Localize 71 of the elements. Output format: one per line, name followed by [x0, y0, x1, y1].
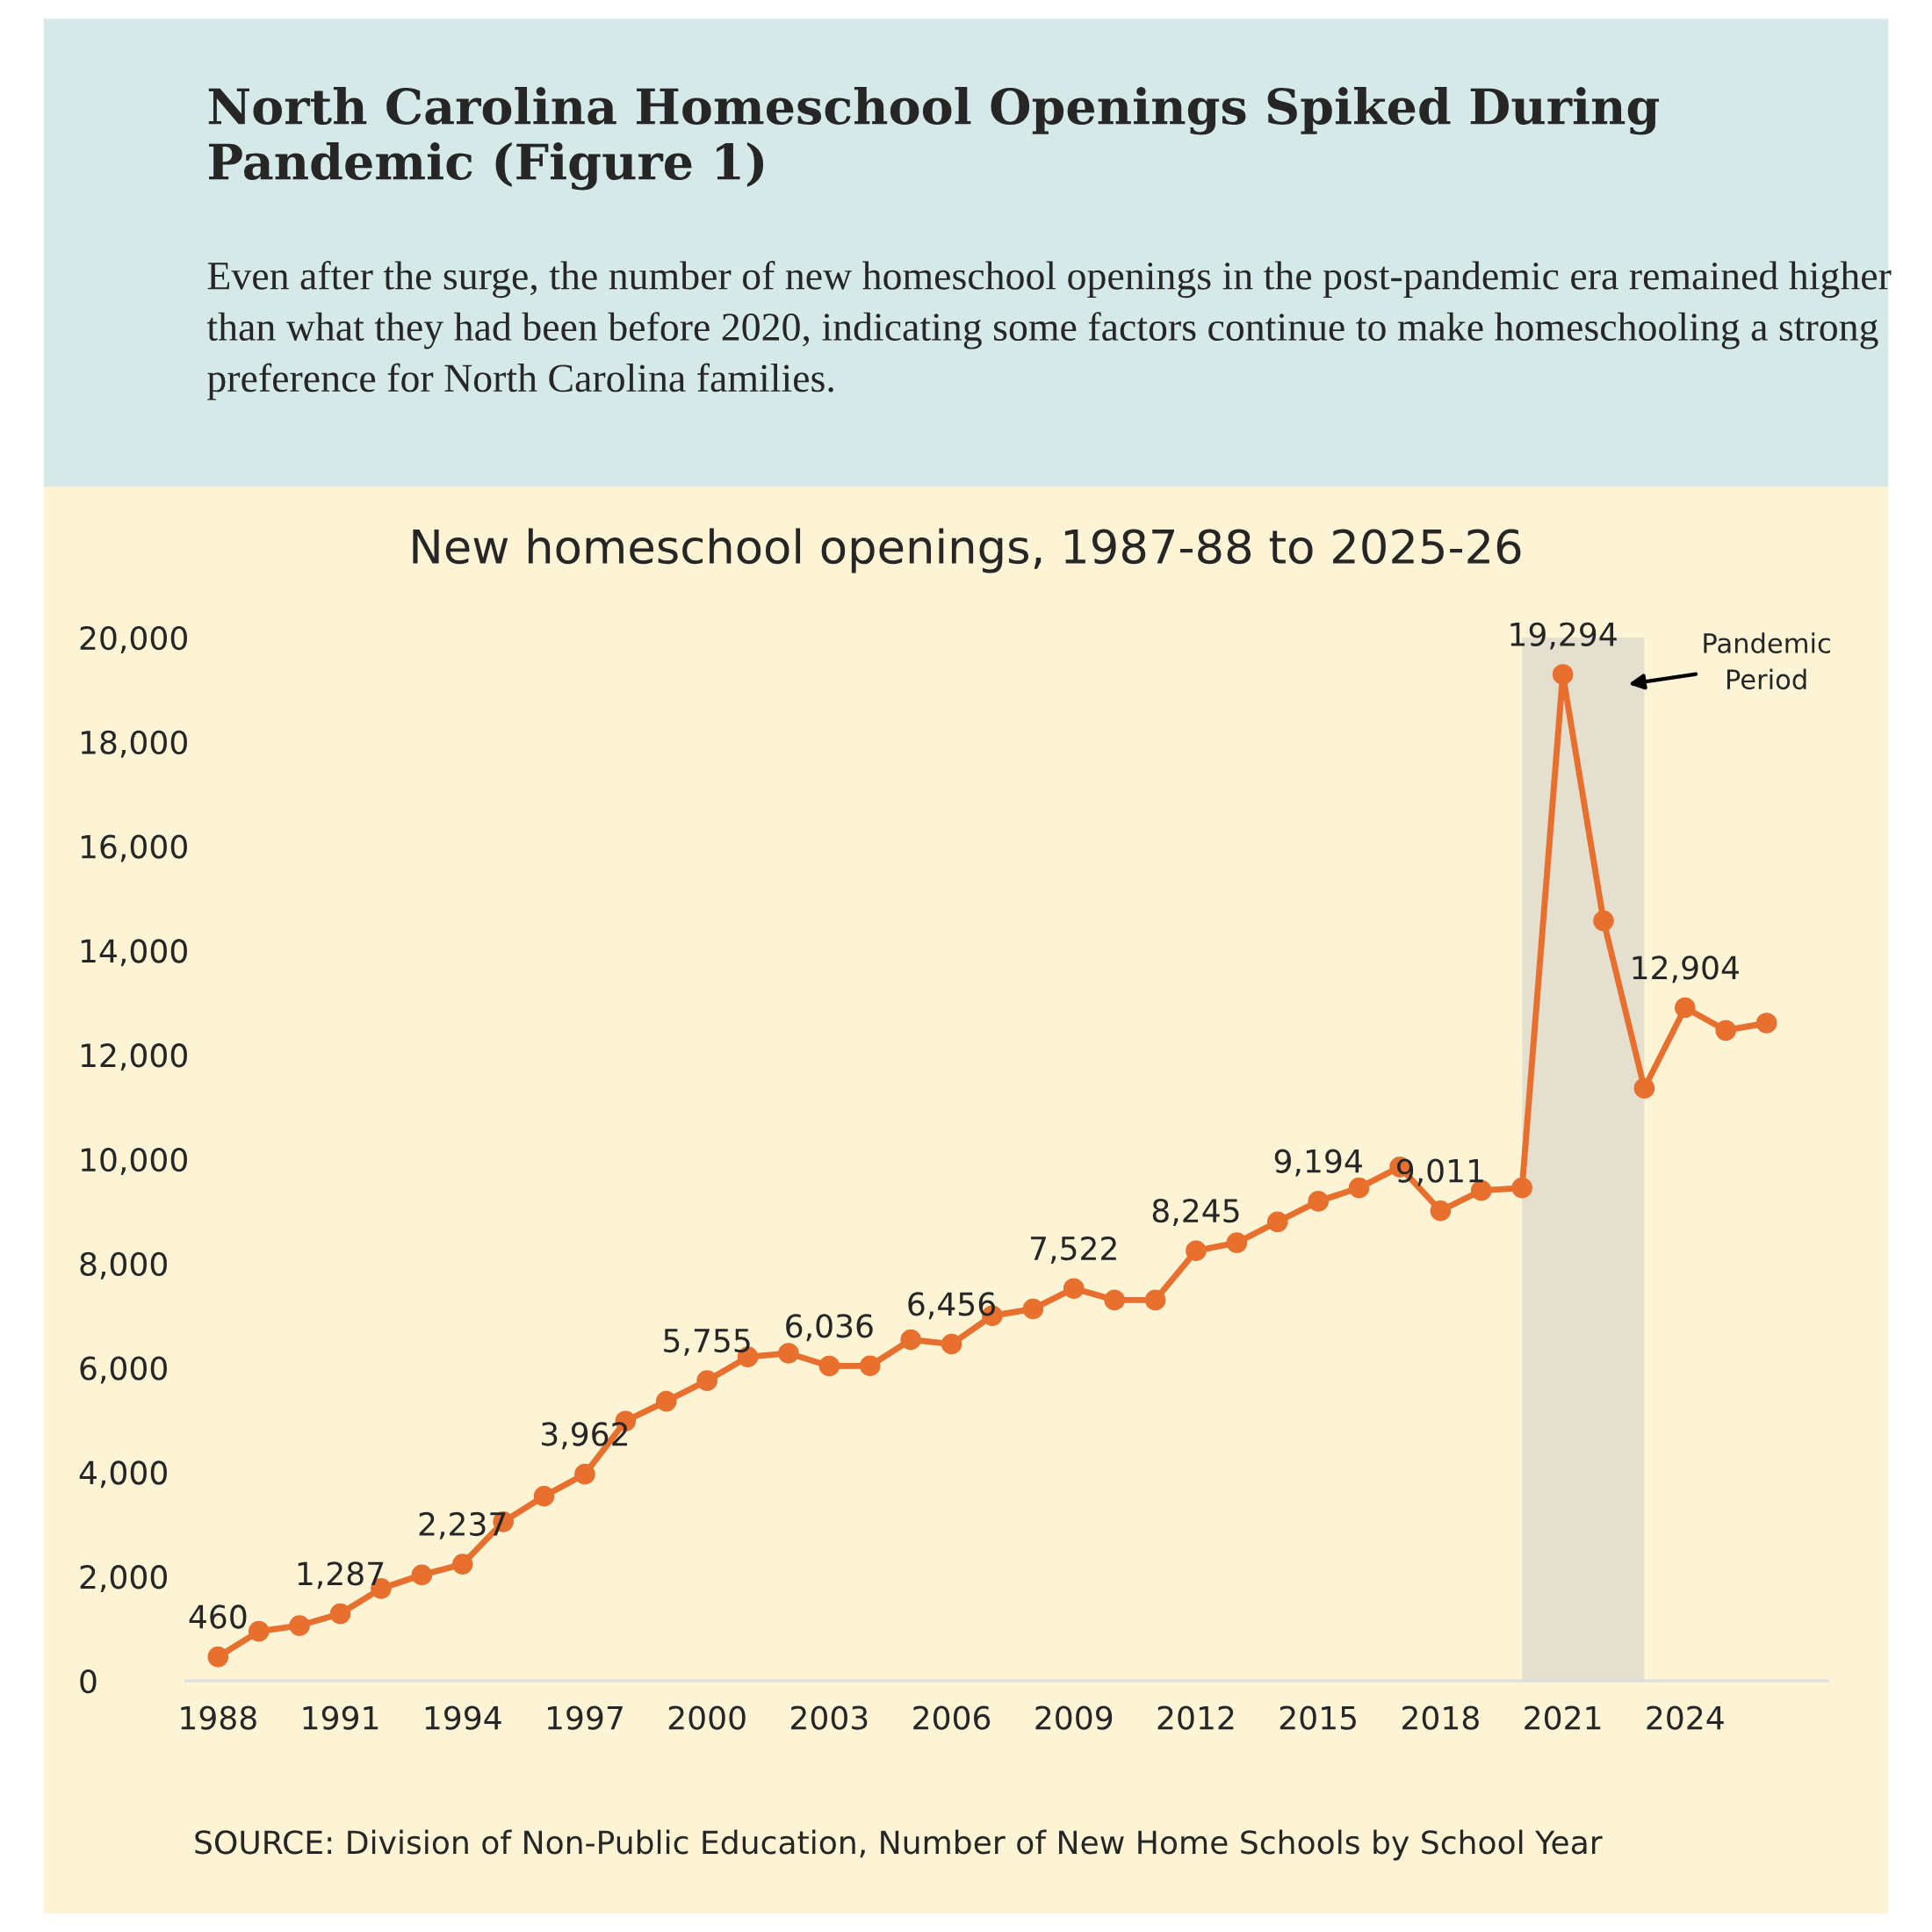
chart-title: North Carolina Homeschool Openings Spiked During Pandemic (Figure 1)	[208, 87, 1660, 191]
x-tick-label: 2024	[1647, 1705, 1724, 1730]
x-tick-label: 2000	[668, 1705, 746, 1730]
x-tick-label: 2015	[1280, 1705, 1356, 1730]
point	[451, 1554, 473, 1575]
point	[574, 1463, 595, 1485]
point	[1063, 1278, 1085, 1300]
x-tick-label: 2018	[1402, 1705, 1479, 1730]
source-note: SOURCE: Division of Non-Public Education, Number of New Home Schools by School Year	[195, 1829, 1603, 1861]
point	[900, 1329, 921, 1351]
point	[329, 1603, 351, 1625]
data-label: 9,194	[1274, 1149, 1362, 1177]
chart-subtitle: Even after the surge, the number of new homeschool openings in the post-pandemic era remained higher than what they had been before 2020, indicating some factors continue to make homeschooling a strong preference for North Carolina families.	[206, 261, 1892, 400]
point	[859, 1355, 881, 1377]
point	[1144, 1289, 1166, 1311]
y-tick-label: 16,000	[81, 834, 187, 862]
point	[533, 1485, 555, 1507]
data-label: 460	[189, 1604, 247, 1629]
y-tick-label: 2,000	[80, 1565, 167, 1593]
point	[1022, 1298, 1044, 1320]
x-tick-label: 1991	[303, 1705, 378, 1730]
y-tick-label: 8,000	[80, 1251, 167, 1280]
point	[1308, 1191, 1329, 1212]
point	[1104, 1289, 1125, 1311]
point	[411, 1564, 433, 1586]
x-tick-label: 2009	[1035, 1705, 1113, 1730]
data-label: 8,245	[1152, 1198, 1239, 1226]
x-tick-label: 1997	[547, 1705, 623, 1730]
x-tick-label: 2003	[791, 1705, 868, 1730]
x-tick-label: 1988	[181, 1705, 256, 1730]
y-tick-label: 14,000	[81, 939, 187, 967]
text: New homeschool openings, 1987-88 to 2025-26	[413, 528, 1521, 573]
y-tick-label: 20,000	[80, 625, 187, 653]
point	[289, 1615, 310, 1636]
point	[1348, 1177, 1370, 1199]
y-tick-label: 4,000	[79, 1460, 167, 1489]
band-label: Pandemic Period	[1704, 632, 1830, 690]
point	[1633, 1078, 1655, 1099]
point	[1266, 1211, 1288, 1233]
y-tick-label: 12,000	[81, 1043, 187, 1071]
y-tick-label: 6,000	[80, 1356, 167, 1384]
point	[1552, 664, 1574, 685]
point	[1430, 1200, 1452, 1222]
y-tick-label: 10,000	[81, 1147, 187, 1175]
point	[1715, 1020, 1737, 1042]
x-tick-label: 2021	[1525, 1705, 1601, 1730]
data-label: 19,294	[1510, 622, 1617, 650]
y-tick-label: 0	[80, 1669, 97, 1694]
x-tick-label: 1994	[425, 1705, 501, 1730]
point	[818, 1355, 840, 1377]
point	[1755, 1013, 1777, 1034]
point	[207, 1646, 229, 1668]
point	[941, 1333, 962, 1355]
point	[1674, 997, 1696, 1019]
data-label: 5,755	[664, 1329, 750, 1356]
data-label: 6,456	[908, 1292, 995, 1320]
point	[248, 1620, 270, 1642]
point	[1593, 910, 1614, 932]
point	[1511, 1177, 1532, 1199]
point	[1226, 1232, 1248, 1253]
data-label: 7,522	[1031, 1236, 1116, 1264]
point	[696, 1370, 717, 1391]
x-tick-label: 2006	[913, 1705, 991, 1730]
x-tick-label: 2012	[1157, 1705, 1234, 1730]
data-label: 1,287	[298, 1561, 384, 1590]
y-tick-label: 18,000	[81, 730, 187, 758]
data-label: 6,036	[786, 1314, 873, 1342]
data-label: 12,904	[1633, 955, 1739, 984]
point	[778, 1343, 799, 1364]
point	[655, 1390, 677, 1412]
point	[1186, 1240, 1207, 1262]
